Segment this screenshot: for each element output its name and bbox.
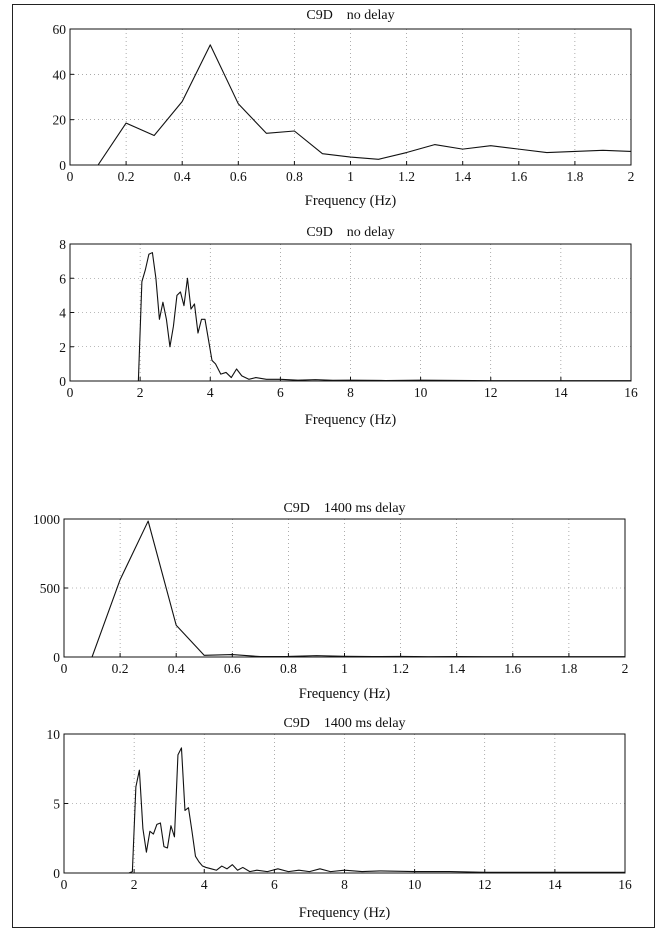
x-tick-label: 16 (618, 877, 632, 892)
x-axis-label: Frequency (Hz) (305, 412, 397, 428)
y-tick-label: 10 (47, 727, 61, 742)
x-tick-label: 14 (554, 385, 568, 400)
y-tick-label: 6 (59, 271, 66, 286)
x-tick-label: 1 (347, 169, 354, 184)
x-axis-label: Frequency (Hz) (299, 905, 391, 921)
x-tick-label: 0 (61, 877, 68, 892)
x-tick-label: 0.4 (174, 169, 191, 184)
x-tick-label: 0 (61, 661, 68, 676)
y-tick-label: 0 (53, 650, 60, 665)
x-tick-label: 14 (548, 877, 562, 892)
x-tick-label: 1.8 (566, 169, 583, 184)
x-tick-label: 12 (478, 877, 492, 892)
x-tick-label: 2 (131, 877, 138, 892)
chart-title: C9D no delay (306, 8, 394, 23)
x-tick-label: 1.8 (560, 661, 577, 676)
y-tick-label: 2 (59, 340, 66, 355)
series-line (64, 747, 625, 873)
y-tick-label: 5 (53, 797, 60, 812)
x-tick-label: 10 (408, 877, 422, 892)
x-tick-label: 1.6 (510, 169, 527, 184)
y-tick-label: 40 (53, 67, 67, 82)
x-tick-label: 0.4 (168, 661, 185, 676)
x-tick-label: 2 (622, 661, 629, 676)
x-tick-label: 16 (624, 385, 638, 400)
chart-title: C9D 1400 ms delay (283, 716, 405, 731)
x-tick-label: 0 (67, 385, 74, 400)
y-tick-label: 0 (59, 374, 66, 389)
series-line (97, 44, 631, 165)
chart-title: C9D no delay (306, 225, 394, 240)
chart-title: C9D 1400 ms delay (283, 501, 405, 516)
figure-border (12, 4, 655, 928)
x-tick-label: 4 (201, 877, 208, 892)
x-tick-label: 8 (347, 385, 354, 400)
y-tick-label: 8 (59, 237, 66, 252)
x-tick-label: 6 (277, 385, 284, 400)
x-tick-label: 1.6 (504, 661, 521, 676)
x-tick-label: 0 (67, 169, 74, 184)
x-tick-label: 4 (207, 385, 214, 400)
x-tick-label: 12 (484, 385, 498, 400)
x-tick-label: 1 (341, 661, 348, 676)
y-tick-label: 20 (53, 113, 67, 128)
series-line (91, 520, 625, 657)
x-tick-label: 10 (414, 385, 428, 400)
x-axis-label: Frequency (Hz) (299, 686, 391, 702)
x-tick-label: 2 (137, 385, 144, 400)
y-tick-label: 4 (59, 306, 66, 321)
x-tick-label: 0.6 (230, 169, 247, 184)
y-tick-label: 1000 (33, 512, 60, 527)
x-tick-label: 0.8 (286, 169, 303, 184)
y-tick-label: 0 (59, 158, 66, 173)
y-tick-label: 500 (40, 581, 61, 596)
series-line (70, 252, 631, 381)
x-tick-label: 0.6 (224, 661, 241, 676)
x-tick-label: 1.2 (392, 661, 409, 676)
x-tick-label: 1.2 (398, 169, 415, 184)
y-tick-label: 0 (53, 866, 60, 881)
x-tick-label: 2 (628, 169, 635, 184)
x-tick-label: 0.2 (118, 169, 135, 184)
x-tick-label: 0.8 (280, 661, 297, 676)
x-axis-label: Frequency (Hz) (305, 193, 397, 209)
y-tick-label: 60 (53, 22, 67, 37)
x-tick-label: 1.4 (448, 661, 465, 676)
x-tick-label: 8 (341, 877, 348, 892)
x-tick-label: 0.2 (112, 661, 129, 676)
x-tick-label: 1.4 (454, 169, 471, 184)
x-tick-label: 6 (271, 877, 278, 892)
